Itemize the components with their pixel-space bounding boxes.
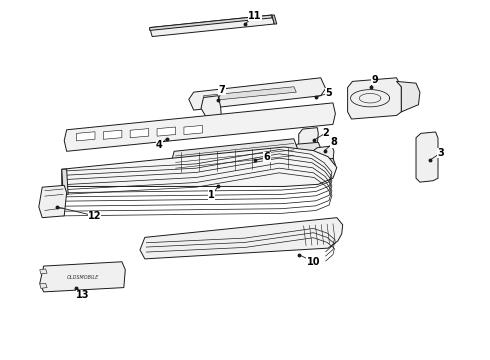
Text: 8: 8 <box>330 138 337 147</box>
Text: 13: 13 <box>76 290 90 300</box>
Polygon shape <box>150 15 272 31</box>
Polygon shape <box>157 127 175 136</box>
Polygon shape <box>272 15 277 24</box>
Polygon shape <box>184 125 202 135</box>
Polygon shape <box>103 130 122 139</box>
Text: 2: 2 <box>323 128 329 138</box>
Text: 3: 3 <box>437 148 444 158</box>
Polygon shape <box>39 185 67 218</box>
Text: OLDSMOBILE: OLDSMOBILE <box>67 275 99 280</box>
Polygon shape <box>62 169 68 194</box>
Polygon shape <box>201 96 221 122</box>
Polygon shape <box>203 87 296 101</box>
Polygon shape <box>294 142 321 152</box>
Polygon shape <box>40 269 47 274</box>
Polygon shape <box>40 283 47 288</box>
Polygon shape <box>197 116 224 126</box>
Text: 9: 9 <box>371 75 378 85</box>
Text: 11: 11 <box>248 11 262 21</box>
Polygon shape <box>130 129 149 138</box>
Text: 12: 12 <box>88 211 101 221</box>
Polygon shape <box>140 218 343 259</box>
Polygon shape <box>171 139 298 176</box>
Text: 5: 5 <box>326 88 332 98</box>
Text: 1: 1 <box>208 190 215 200</box>
Polygon shape <box>62 147 337 186</box>
Polygon shape <box>416 132 438 182</box>
Polygon shape <box>313 146 334 165</box>
Text: 7: 7 <box>219 85 225 95</box>
Polygon shape <box>308 158 335 168</box>
Text: 6: 6 <box>264 152 270 162</box>
Polygon shape <box>299 128 318 149</box>
Polygon shape <box>76 132 95 141</box>
Polygon shape <box>189 78 326 110</box>
Polygon shape <box>396 81 420 112</box>
Polygon shape <box>347 78 401 119</box>
Text: 10: 10 <box>307 257 320 267</box>
Polygon shape <box>64 103 335 151</box>
Polygon shape <box>40 262 125 292</box>
Text: 4: 4 <box>156 140 163 150</box>
Polygon shape <box>150 15 274 37</box>
